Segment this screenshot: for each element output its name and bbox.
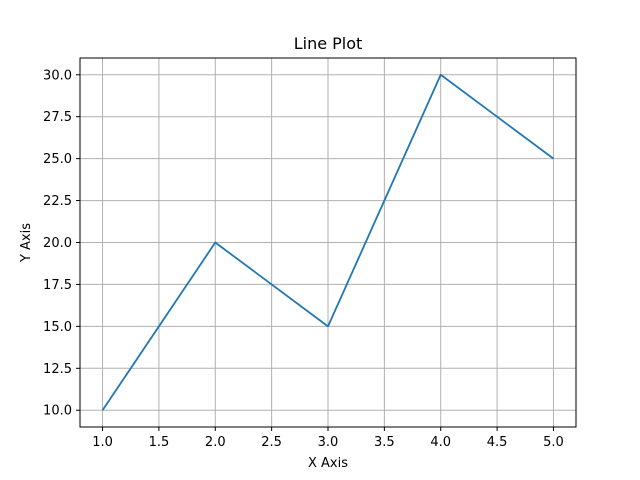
x-axis-label: X Axis: [308, 456, 348, 471]
axis-ticks: 1.0 1.5 2.0 2.5 3.0 3.5 4.0 4.5 5.0 10.0 12.5 15.0 1…: [43, 68, 564, 450]
y-tick-label: 20.0: [43, 236, 72, 251]
x-tick-label: 1.5: [149, 435, 170, 450]
y-tick-label: 15.0: [43, 320, 72, 335]
y-tick-label: 27.5: [43, 110, 72, 125]
y-axis-label: Y Axis: [19, 223, 34, 263]
x-tick-label: 3.5: [374, 435, 395, 450]
y-tick-label: 12.5: [43, 362, 72, 377]
grid-lines: [80, 58, 576, 427]
x-tick-label: 5.0: [543, 435, 564, 450]
y-tick-label: 17.5: [43, 278, 72, 293]
y-tick-label: 10.0: [43, 404, 72, 419]
x-tick-label: 4.5: [487, 435, 508, 450]
x-tick-label: 2.0: [205, 435, 226, 450]
x-tick-label: 3.0: [318, 435, 339, 450]
y-tick-label: 25.0: [43, 152, 72, 167]
series-layer: [101, 73, 554, 411]
y-tick-label: 22.5: [43, 194, 72, 209]
chart-title: Line Plot: [294, 34, 363, 53]
x-tick-label: 4.0: [430, 435, 451, 450]
x-tick-label: 2.5: [261, 435, 282, 450]
x-tick-label: 1.0: [92, 435, 113, 450]
y-tick-label: 30.0: [43, 68, 72, 83]
